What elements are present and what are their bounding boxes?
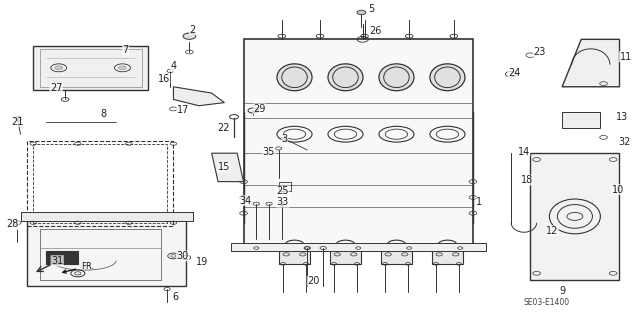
Text: 30: 30 — [177, 251, 189, 261]
Bar — [27, 141, 173, 226]
Text: 7: 7 — [122, 45, 129, 56]
Bar — [278, 182, 291, 191]
Bar — [40, 229, 161, 280]
Text: FR.: FR. — [63, 262, 94, 273]
Bar — [33, 46, 148, 90]
Bar — [381, 245, 412, 264]
Text: 23: 23 — [534, 47, 546, 57]
Text: 19: 19 — [196, 257, 208, 267]
Text: 5: 5 — [368, 4, 374, 14]
Text: 17: 17 — [177, 106, 189, 115]
Text: 1: 1 — [476, 197, 483, 207]
Polygon shape — [531, 153, 620, 280]
Polygon shape — [562, 39, 620, 87]
Text: 28: 28 — [6, 219, 19, 229]
Bar — [231, 243, 486, 251]
Text: 12: 12 — [546, 226, 559, 236]
Text: 24: 24 — [508, 68, 520, 78]
Bar — [278, 245, 310, 264]
Bar — [330, 245, 362, 264]
Text: 6: 6 — [172, 292, 179, 302]
Text: 34: 34 — [239, 196, 252, 206]
Polygon shape — [212, 153, 244, 182]
Text: 31: 31 — [51, 256, 63, 266]
Text: 14: 14 — [518, 147, 530, 157]
Ellipse shape — [183, 33, 196, 39]
Text: 29: 29 — [253, 104, 266, 114]
Text: SE03-E1400: SE03-E1400 — [524, 298, 570, 307]
Text: 16: 16 — [157, 74, 170, 84]
Text: 35: 35 — [262, 147, 275, 157]
Text: 4: 4 — [170, 61, 177, 71]
Text: 13: 13 — [616, 112, 628, 122]
Bar — [562, 112, 600, 128]
Polygon shape — [173, 87, 225, 106]
Text: 8: 8 — [100, 109, 106, 119]
Ellipse shape — [118, 66, 126, 70]
Text: 3: 3 — [282, 134, 288, 144]
Text: 11: 11 — [620, 52, 632, 62]
Bar — [33, 144, 167, 223]
Bar — [244, 39, 473, 245]
Text: 2: 2 — [189, 25, 196, 35]
Text: 10: 10 — [612, 184, 624, 195]
Ellipse shape — [328, 64, 363, 91]
Text: 18: 18 — [521, 175, 533, 185]
Text: 22: 22 — [217, 123, 229, 133]
Bar — [20, 212, 193, 221]
Ellipse shape — [430, 64, 465, 91]
Text: 21: 21 — [11, 116, 23, 127]
Bar — [27, 216, 186, 286]
Bar — [431, 245, 463, 264]
Text: 15: 15 — [218, 162, 230, 172]
Text: 9: 9 — [559, 286, 565, 296]
Ellipse shape — [277, 64, 312, 91]
Bar — [46, 251, 78, 264]
Ellipse shape — [379, 64, 414, 91]
Text: 33: 33 — [276, 197, 289, 207]
Text: 26: 26 — [369, 26, 381, 36]
Ellipse shape — [357, 10, 366, 15]
Text: 27: 27 — [50, 83, 62, 93]
Bar — [40, 49, 141, 87]
Text: 20: 20 — [307, 276, 319, 286]
Text: 25: 25 — [276, 186, 289, 196]
Text: 32: 32 — [618, 137, 630, 147]
Ellipse shape — [55, 66, 63, 70]
